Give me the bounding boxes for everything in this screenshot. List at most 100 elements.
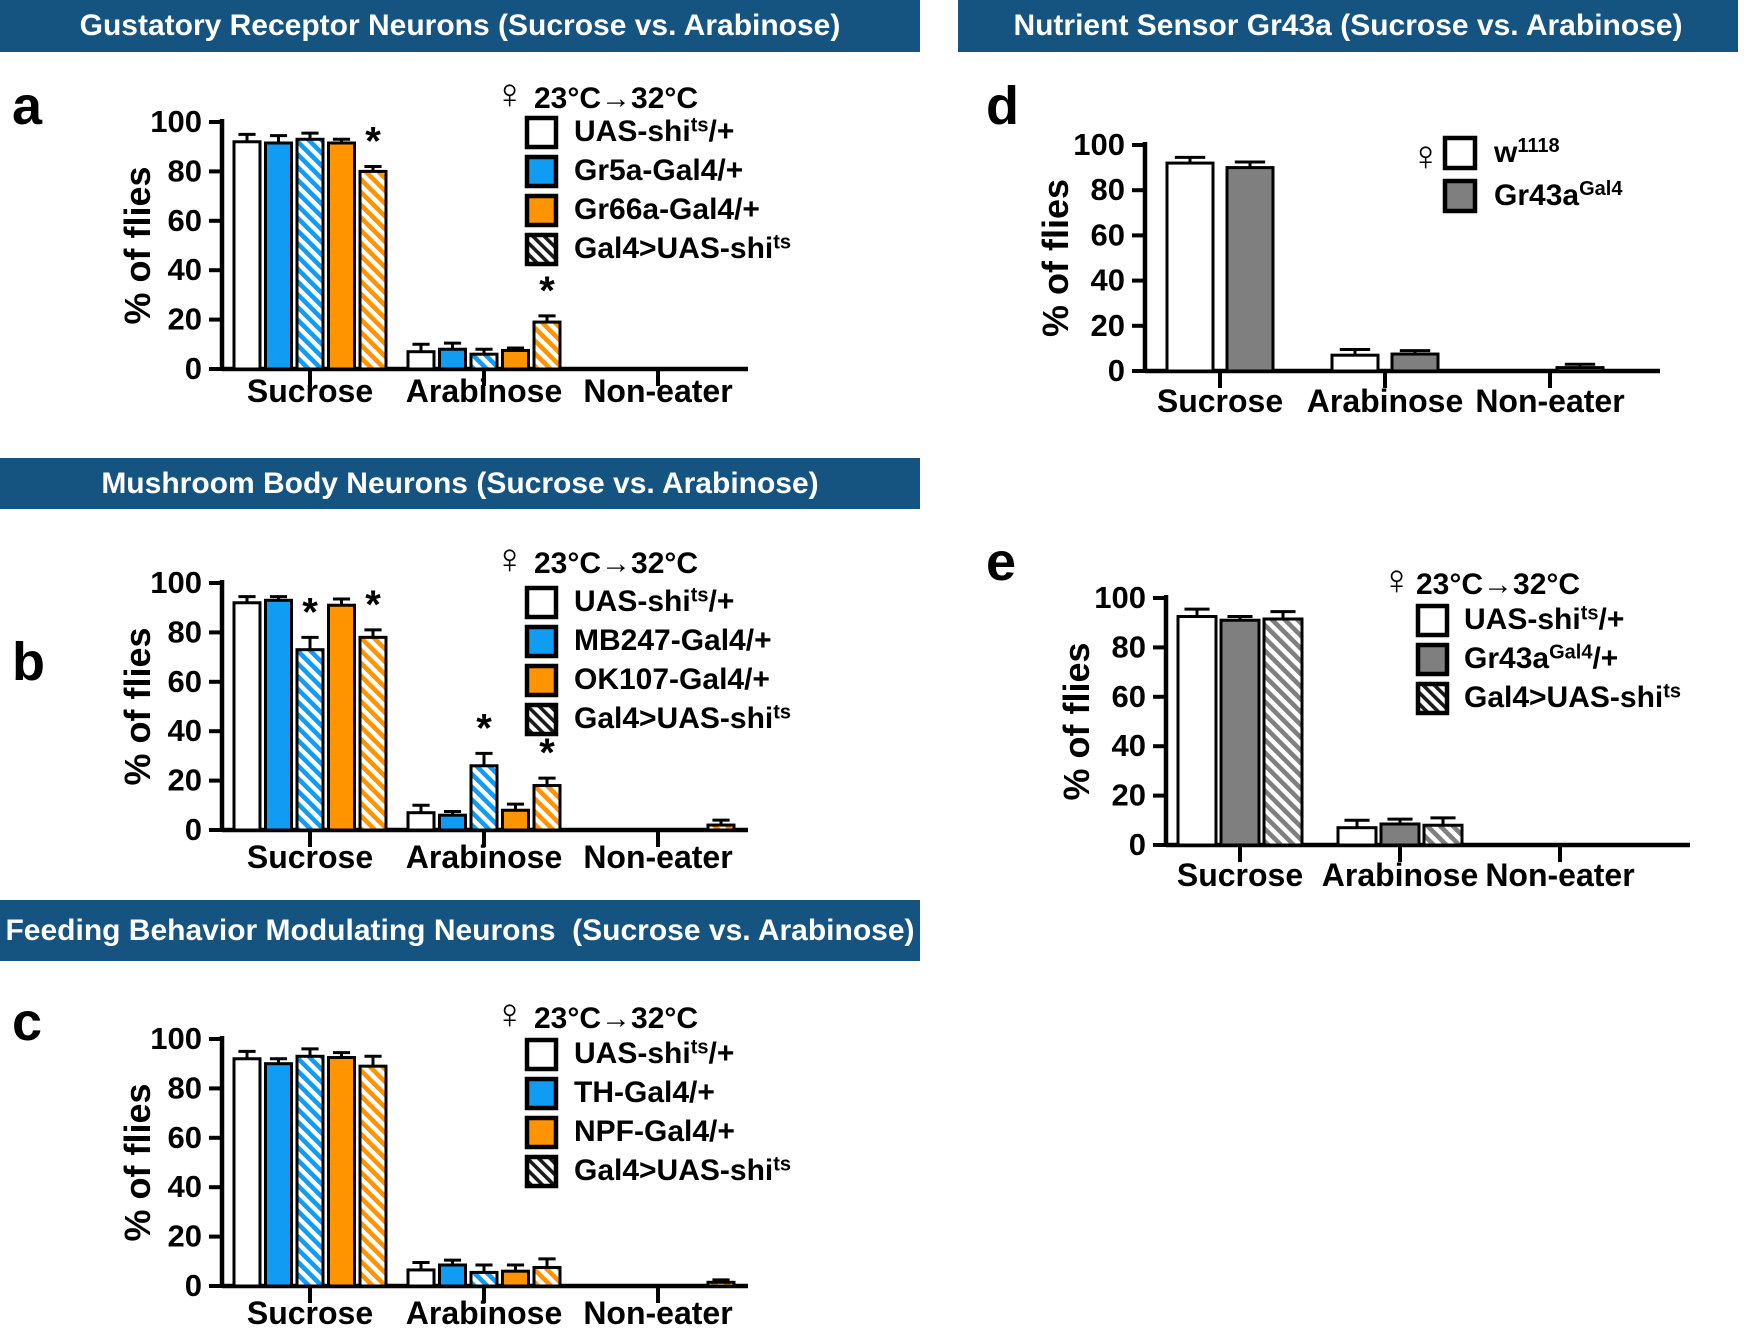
bar [327,603,356,832]
y-axis-label: % of flies [1035,179,1076,337]
panel-letter-a: a [12,76,43,136]
bar [1379,822,1421,847]
legend-swatch [524,702,559,737]
y-tick-label: 20 [168,1219,202,1254]
y-tick-label: 100 [150,1021,202,1056]
legend-swatch [1442,135,1478,171]
y-tick-label: 20 [1112,778,1146,813]
y-tick-label: 40 [1091,263,1125,298]
bar [358,169,388,371]
category-label: Sucrose [247,1295,373,1331]
bar [232,601,262,832]
y-tick-label: 60 [1112,679,1146,714]
y-tick-label: 100 [1073,127,1125,162]
legend-label: Gal4>UAS-shits [574,1153,791,1187]
chart-panel-b: b 0 20 40 60 80 100 % of flies Sucrose Arabinose N… [12,535,791,875]
y-axis-label: % of flies [117,627,158,785]
female-icon: ♀ [494,535,526,582]
legend-label: TH-Gal4/+ [574,1076,715,1109]
bar [1219,618,1261,847]
category-label: Arabinose [1307,383,1463,419]
panel-letter-d: d [986,76,1019,136]
y-tick-label: 60 [168,1120,202,1155]
bar [406,350,436,371]
category-label: Non-eater [583,1295,732,1331]
category-label: Non-eater [1475,383,1624,419]
bar [1555,366,1605,373]
y-tick-label: 80 [1091,172,1125,207]
y-tick-label: 0 [185,812,202,847]
legend-swatch [1442,178,1478,214]
legend-label: Gr66a-Gal4/+ [574,193,760,226]
category-label: Non-eater [583,839,732,875]
bar [501,348,530,371]
panel-letter-e: e [986,532,1016,592]
bar [232,140,262,371]
bar [1262,617,1304,847]
chart-panel-e: e 0 20 40 60 80 100 % of flies Sucrose Arabinose N… [986,532,1690,893]
y-tick-label: 40 [168,252,202,287]
y-tick-label: 100 [1094,580,1146,615]
bar [327,1056,356,1288]
legend-label: Gal4>UAS-shits [1464,680,1681,714]
category-label: Sucrose [1157,383,1283,419]
bar [1176,615,1218,847]
bar [264,1062,293,1288]
legend-swatch [524,1115,559,1150]
legend-label: Gal4>UAS-shits [574,231,791,265]
bar [1422,823,1464,847]
legend-swatch [1415,642,1450,677]
legend-swatch [524,232,559,267]
category-label: Arabinose [406,1295,562,1331]
bar [469,764,499,832]
y-tick-label: 80 [1112,629,1146,664]
bar [1330,353,1380,373]
bar [1225,166,1275,373]
y-tick-label: 60 [168,203,202,238]
legend-label: Gr43aGal4/+ [1464,641,1618,675]
female-icon: ♀ [494,990,526,1037]
legend-swatch [524,193,559,228]
bar [1390,352,1440,373]
bar [232,1057,262,1288]
legend-label: UAS-shits/+ [574,584,734,618]
bar [1165,161,1215,373]
legend-label: Gr5a-Gal4/+ [574,154,743,187]
category-label: Sucrose [1177,857,1303,893]
y-tick-label: 100 [150,104,202,139]
chart-panel-d: d 0 20 40 60 80 100 % of flies Sucrose Arabinose N… [986,76,1660,419]
y-tick-label: 0 [1129,827,1146,862]
bar [1336,826,1378,847]
y-tick-label: 80 [168,153,202,188]
legend-label: MB247-Gal4/+ [574,624,772,657]
female-icon: ♀ [1410,132,1442,179]
bar [406,1268,436,1288]
y-tick-label: 60 [1091,217,1125,252]
category-label: Sucrose [247,373,373,409]
panel-d-title-banner: Nutrient Sensor Gr43a (Sucrose vs. Arabi… [958,0,1738,52]
legend-label: Gal4>UAS-shits [574,701,791,735]
bar [327,141,356,371]
panel-letter-b: b [12,632,45,692]
legend-swatch [524,1076,559,1111]
legend-swatch [1415,681,1450,716]
legend-swatch [524,1154,559,1189]
legend-temperature-label: 23°C→32°C [1416,568,1580,601]
legend-swatch [524,663,559,698]
bar [501,808,530,832]
y-tick-label: 60 [168,664,202,699]
legend-temperature-label: 23°C→32°C [534,547,698,580]
bar [438,813,467,832]
legend-label: w1118 [1493,135,1560,169]
significance-star: * [476,706,492,750]
bar [358,635,388,832]
panel-letter-c: c [12,992,42,1052]
legend-swatch [524,1037,559,1072]
y-tick-label: 20 [168,763,202,798]
chart-panel-a: a 0 20 40 60 80 100 % of flies Sucrose Arabinose N… [12,70,791,409]
panel-a-title-banner: Gustatory Receptor Neurons (Sucrose vs. … [0,0,920,52]
bar [264,598,293,832]
bar [295,137,325,371]
female-icon: ♀ [1381,556,1413,603]
